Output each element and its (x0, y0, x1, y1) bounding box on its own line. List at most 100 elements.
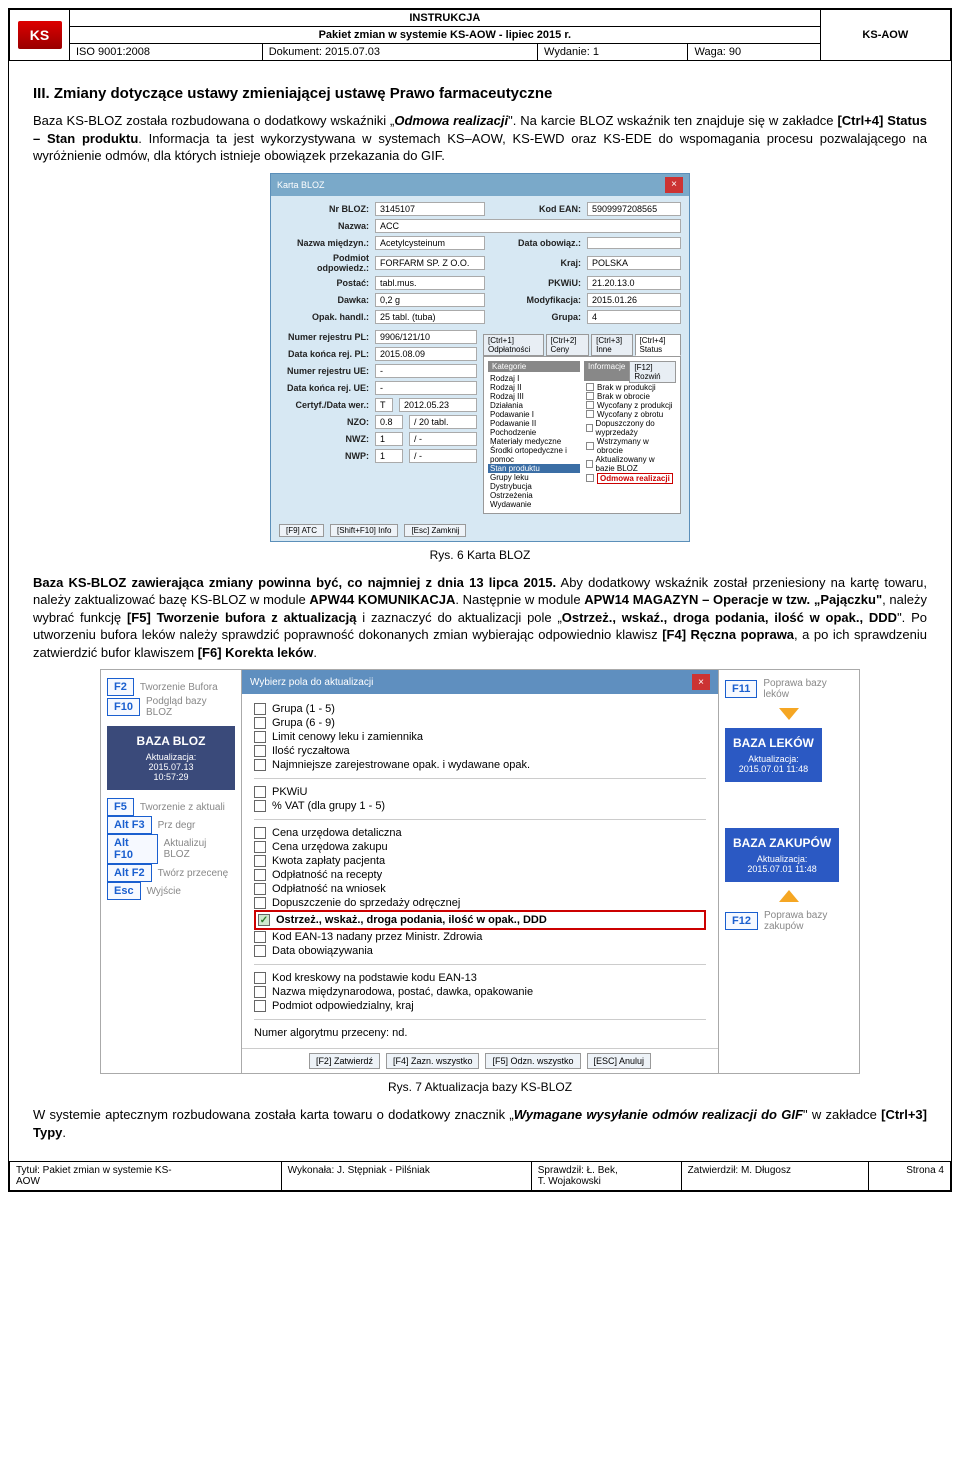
arrow-up-icon (779, 890, 799, 902)
option-item[interactable]: Najmniejsze zarejestrowane opak. i wydaw… (254, 758, 706, 772)
fkey-f12[interactable]: F12 Poprawa bazy zakupów (725, 910, 853, 932)
option-item[interactable]: ✓Ostrzeż., wskaż., droga podania, ilość … (254, 910, 706, 930)
footer-checked: Sprawdził: Ł. Bek,T. Wojakowski (531, 1162, 681, 1191)
dlg-title: Karta BLOZ (277, 180, 325, 190)
tab-inne[interactable]: [Ctrl+3] Inne (591, 334, 632, 356)
fkey-f11[interactable]: F11 Poprawa bazy leków (725, 678, 853, 700)
kategorie-item[interactable]: Środki ortopedyczne i pomoc (488, 446, 580, 464)
fkey-f5[interactable]: F5Tworzenie z aktuali (107, 798, 235, 816)
fkey-altf10[interactable]: Alt F10Aktualizuj BLOZ (107, 834, 235, 864)
footer-page: Strona 4 (869, 1162, 951, 1191)
informacje-item[interactable]: Wycofany z produkcji (584, 401, 676, 410)
kodean-field[interactable]: 5909997208565 (587, 202, 681, 216)
arrow-down-icon (779, 708, 799, 720)
kategorie-item[interactable]: Podawanie II (488, 419, 580, 428)
fkey-f2[interactable]: F2Tworzenie Bufora (107, 678, 235, 696)
kategorie-item[interactable]: Pochodzenie (488, 428, 580, 437)
baza-zakupow-box: BAZA ZAKUPÓW Aktualizacja: 2015.07.01 11… (725, 828, 839, 882)
fkey-f10[interactable]: F10Podgląd bazy BLOZ (107, 696, 235, 718)
atc-button[interactable]: [F9] ATC (279, 524, 324, 537)
right-panel: F11 Poprawa bazy leków BAZA LEKÓW Aktual… (719, 670, 859, 1073)
kategorie-item[interactable]: Grupy leku (488, 473, 580, 482)
header-table: KS INSTRUKCJA KS-AOW Pakiet zmian w syst… (9, 9, 951, 61)
option-item[interactable]: Kod kreskowy na podstawie kodu EAN-13 (254, 971, 706, 985)
kategorie-item[interactable]: Materiały medyczne (488, 437, 580, 446)
kategorie-item[interactable]: Wydawanie (488, 500, 580, 509)
para-1: Baza KS-BLOZ została rozbudowana o dodat… (33, 112, 927, 165)
option-item[interactable]: Nazwa międzynarodowa, postać, dawka, opa… (254, 985, 706, 999)
fkey-esc[interactable]: EscWyjście (107, 882, 235, 900)
header-instrukcja: INSTRUKCJA (70, 10, 821, 27)
informacje-item[interactable]: Aktualizowany w bazie BLOZ (584, 455, 676, 473)
footer-table: Tytuł: Pakiet zmian w systemie KS-AOW Wy… (9, 1161, 951, 1191)
tab-odplatnosci[interactable]: [Ctrl+1] Odpłatności (483, 334, 544, 356)
fkey-altf3[interactable]: Alt F3Prz degr (107, 816, 235, 834)
kategorie-item[interactable]: Działania (488, 401, 580, 410)
header-dokument: Dokument: 2015.07.03 (262, 44, 537, 61)
left-panel: F2Tworzenie BuforaF10Podgląd bazy BLOZ B… (101, 670, 241, 1073)
footer-approved: Zatwierdził: M. Długosz (681, 1162, 868, 1191)
para-3: W systemie aptecznym rozbudowana została… (33, 1106, 927, 1141)
nrbloz-field[interactable]: 3145107 (375, 202, 485, 216)
screenshot-karta-bloz: Karta BLOZ × Nr BLOZ: 3145107 Kod EAN: 5… (270, 173, 690, 542)
informacje-item[interactable]: Brak w produkcji (584, 383, 676, 392)
option-item[interactable]: Odpłatność na wniosek (254, 882, 706, 896)
rozwin-button[interactable]: [F12] Rozwiń (629, 361, 676, 383)
option-item[interactable]: Grupa (6 - 9) (254, 716, 706, 730)
tab-status[interactable]: [Ctrl+4] Status (635, 334, 681, 356)
baza-lekow-box: BAZA LEKÓW Aktualizacja: 2015.07.01 11:4… (725, 728, 822, 782)
option-item[interactable]: Cena urzędowa detaliczna (254, 826, 706, 840)
option-item[interactable]: Podmiot odpowiedzialny, kraj (254, 999, 706, 1013)
header-waga: Waga: 90 (688, 44, 820, 61)
informacje-list[interactable]: Brak w produkcjiBrak w obrocieWycofany z… (584, 383, 676, 484)
option-item[interactable]: Grupa (1 - 5) (254, 702, 706, 716)
zamknij-button[interactable]: [Esc] Zamknij (404, 524, 466, 537)
option-item[interactable]: Limit cenowy leku i zamiennika (254, 730, 706, 744)
kategorie-item[interactable]: Ostrzeżenia (488, 491, 580, 500)
informacje-item[interactable]: Wstrzymany w obrocie (584, 437, 676, 455)
close-icon[interactable]: × (665, 177, 683, 193)
dialog-buttons: [F2] Zatwierdź [F4] Zazn. wszystko [F5] Od… (242, 1048, 718, 1073)
dialog-title: Wybierz pola do aktualizacji (250, 677, 373, 688)
kategorie-list[interactable]: Rodzaj IRodzaj IIRodzaj IIIDziałaniaPoda… (488, 374, 580, 509)
option-item[interactable]: Odpłatność na recepty (254, 868, 706, 882)
option-item[interactable]: Dopuszczenie do sprzedaży odręcznej (254, 896, 706, 910)
fkey-altf2[interactable]: Alt F2Twórz przecenę (107, 864, 235, 882)
close-icon[interactable]: × (692, 674, 710, 690)
informacje-item[interactable]: Dopuszczony do wyprzedaży (584, 419, 676, 437)
option-item[interactable]: % VAT (dla grupy 1 - 5) (254, 799, 706, 813)
kategorie-item[interactable]: Dystrybucja (488, 482, 580, 491)
option-item[interactable]: Kwota zapłaty pacjenta (254, 854, 706, 868)
baza-bloz-box: BAZA BLOZ Aktualizacja: 2015.07.13 10:57… (107, 726, 235, 790)
kategorie-item[interactable]: Rodzaj II (488, 383, 580, 392)
header-wydanie: Wydanie: 1 (538, 44, 688, 61)
option-item[interactable]: Kod EAN-13 nadany przez Ministr. Zdrowia (254, 930, 706, 944)
kategorie-item[interactable]: Stan produktu (488, 464, 580, 473)
tab-ceny[interactable]: [Ctrl+2] Ceny (546, 334, 590, 356)
footer-author: Wykonała: J. Stępniak - Pilśniak (281, 1162, 531, 1191)
option-item[interactable]: Data obowiązywania (254, 944, 706, 958)
header-pakiet: Pakiet zmian w systemie KS-AOW - lipiec … (70, 27, 821, 44)
dialog-button[interactable]: [F2] Zatwierdź (309, 1053, 380, 1069)
header-iso: ISO 9001:2008 (70, 44, 263, 61)
kategorie-item[interactable]: Rodzaj III (488, 392, 580, 401)
option-item[interactable]: PKWiU (254, 785, 706, 799)
option-item[interactable]: Cena urzędowa zakupu (254, 840, 706, 854)
informacje-item[interactable]: Wycofany z obrotu (584, 410, 676, 419)
informacje-item[interactable]: Brak w obrocie (584, 392, 676, 401)
option-item[interactable]: Ilość ryczałtowa (254, 744, 706, 758)
nazwa-field[interactable]: ACC (375, 219, 681, 233)
fig6-caption: Rys. 6 Karta BLOZ (33, 548, 927, 562)
info-button[interactable]: [Shift+F10] Info (330, 524, 398, 537)
dialog-button[interactable]: [ESC] Anuluj (587, 1053, 652, 1069)
kategorie-item[interactable]: Podawanie I (488, 410, 580, 419)
dialog-button[interactable]: [F4] Zazn. wszystko (386, 1053, 480, 1069)
footer-title: Tytuł: Pakiet zmian w systemie KS-AOW (10, 1162, 282, 1191)
kategorie-item[interactable]: Rodzaj I (488, 374, 580, 383)
header-brand: KS-AOW (820, 10, 950, 61)
dialog-button[interactable]: [F5] Odzn. wszystko (485, 1053, 580, 1069)
fig7-caption: Rys. 7 Aktualizacja bazy KS-BLOZ (33, 1080, 927, 1094)
odmowa-realizacji-row[interactable]: Odmowa realizacji (584, 473, 676, 484)
logo-cell: KS (10, 10, 70, 61)
logo: KS (18, 21, 62, 49)
